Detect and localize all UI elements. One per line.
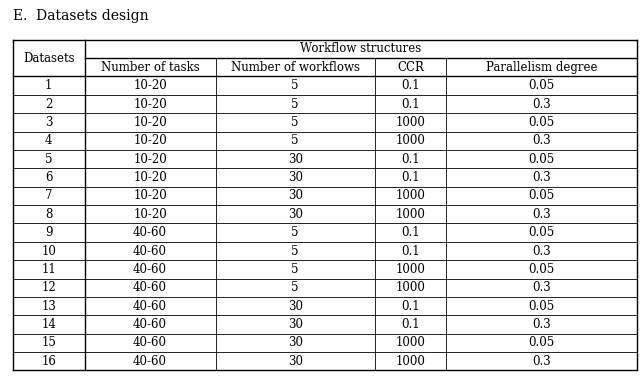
Text: Parallelism degree: Parallelism degree [486,61,597,74]
Text: 14: 14 [41,318,56,331]
Text: 40-60: 40-60 [133,300,167,313]
Text: 1000: 1000 [396,336,426,349]
Text: 5: 5 [291,245,299,257]
Text: 10-20: 10-20 [133,208,167,221]
Text: 5: 5 [291,134,299,147]
Text: 7: 7 [45,189,52,202]
Text: 9: 9 [45,226,52,239]
Text: 5: 5 [45,153,52,166]
Text: 10: 10 [41,245,56,257]
Text: 2: 2 [45,98,52,110]
Text: 4: 4 [45,134,52,147]
Text: 10-20: 10-20 [133,98,167,110]
Text: 1000: 1000 [396,189,426,202]
Text: 40-60: 40-60 [133,263,167,276]
Text: 10-20: 10-20 [133,189,167,202]
Text: 0.3: 0.3 [532,134,551,147]
Text: 0.1: 0.1 [401,79,420,92]
Text: CCR: CCR [397,61,424,74]
Text: 5: 5 [291,226,299,239]
Text: 1000: 1000 [396,134,426,147]
Text: Number of workflows: Number of workflows [230,61,360,74]
Text: 0.05: 0.05 [529,116,555,129]
Text: 0.3: 0.3 [532,171,551,184]
Text: 30: 30 [287,300,303,313]
Text: 0.05: 0.05 [529,300,555,313]
Text: 0.3: 0.3 [532,245,551,257]
Text: 0.05: 0.05 [529,79,555,92]
Text: 30: 30 [287,171,303,184]
Text: 1000: 1000 [396,116,426,129]
Text: 0.1: 0.1 [401,318,420,331]
Text: 10-20: 10-20 [133,153,167,166]
Text: 30: 30 [287,355,303,368]
Text: 30: 30 [287,208,303,221]
Text: 10-20: 10-20 [133,134,167,147]
Text: 1: 1 [45,79,52,92]
Text: 0.3: 0.3 [532,281,551,294]
Text: 40-60: 40-60 [133,318,167,331]
Text: 0.05: 0.05 [529,336,555,349]
Text: 0.1: 0.1 [401,300,420,313]
Text: 0.05: 0.05 [529,189,555,202]
Text: 40-60: 40-60 [133,355,167,368]
Text: 0.1: 0.1 [401,245,420,257]
Text: 30: 30 [287,336,303,349]
Text: 11: 11 [42,263,56,276]
Text: 1000: 1000 [396,355,426,368]
Text: 0.3: 0.3 [532,98,551,110]
Text: Workflow structures: Workflow structures [300,42,421,56]
Text: 0.3: 0.3 [532,208,551,221]
Text: 5: 5 [291,98,299,110]
Text: 10-20: 10-20 [133,116,167,129]
Text: 40-60: 40-60 [133,245,167,257]
Text: 0.05: 0.05 [529,226,555,239]
Text: 5: 5 [291,79,299,92]
Text: 5: 5 [291,116,299,129]
Text: 0.1: 0.1 [401,98,420,110]
Text: 40-60: 40-60 [133,226,167,239]
Text: 30: 30 [287,318,303,331]
Text: 5: 5 [291,263,299,276]
Text: 0.3: 0.3 [532,355,551,368]
Text: 0.05: 0.05 [529,263,555,276]
Text: 5: 5 [291,281,299,294]
Text: 0.05: 0.05 [529,153,555,166]
Text: 10-20: 10-20 [133,79,167,92]
Text: 30: 30 [287,189,303,202]
Text: Number of tasks: Number of tasks [100,61,200,74]
Text: 0.3: 0.3 [532,318,551,331]
Text: 12: 12 [42,281,56,294]
Text: 10-20: 10-20 [133,171,167,184]
Text: 3: 3 [45,116,52,129]
Text: 0.1: 0.1 [401,171,420,184]
Text: 8: 8 [45,208,52,221]
Text: 0.1: 0.1 [401,226,420,239]
Text: 15: 15 [41,336,56,349]
Text: 1000: 1000 [396,263,426,276]
Text: Datasets: Datasets [23,51,74,65]
Text: E.  Datasets design: E. Datasets design [13,9,148,23]
Text: 0.1: 0.1 [401,153,420,166]
Text: 6: 6 [45,171,52,184]
Text: 16: 16 [41,355,56,368]
Text: 40-60: 40-60 [133,336,167,349]
Text: 30: 30 [287,153,303,166]
Text: 1000: 1000 [396,208,426,221]
Text: 40-60: 40-60 [133,281,167,294]
Text: 1000: 1000 [396,281,426,294]
Text: 13: 13 [41,300,56,313]
